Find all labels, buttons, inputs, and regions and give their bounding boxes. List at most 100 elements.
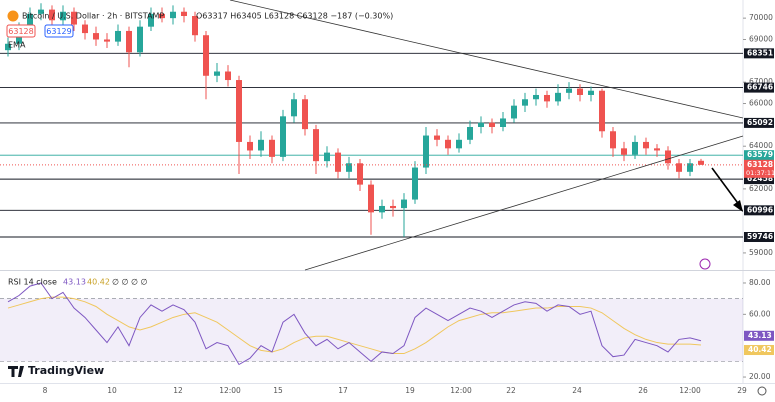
candle-body <box>478 122 484 127</box>
candle-body <box>511 105 517 119</box>
sell-price: 63128 <box>8 27 33 36</box>
trend-line-upper <box>229 0 744 119</box>
candle-body <box>599 90 605 132</box>
candle-body <box>632 141 638 155</box>
y-tick-label: 64000 <box>749 141 773 150</box>
ohlc-legend: O63317 H63405 L63128 C63128 −187 (−0.30%… <box>196 12 393 21</box>
candle-body <box>621 148 627 155</box>
candle-body <box>379 205 385 213</box>
candle-body <box>181 11 187 17</box>
candle-body <box>401 199 407 209</box>
x-tick-label: 24 <box>572 386 582 395</box>
rsi-y-tick-label: 20.00 <box>749 372 771 381</box>
candle-body <box>489 122 495 127</box>
rsi-value-label: 40.42 <box>748 345 772 354</box>
candle-body <box>456 139 462 149</box>
candle-body <box>137 26 143 53</box>
level-label: 60996 <box>747 205 773 214</box>
candle-body <box>291 99 297 117</box>
buy-price: 63129 <box>46 27 71 36</box>
candle-body <box>654 148 660 151</box>
candle-body <box>533 94 539 100</box>
bitcoin-icon <box>7 10 19 22</box>
candle-body <box>49 9 55 21</box>
y-tick-label: 69000 <box>749 34 773 43</box>
x-tick-label: 15 <box>273 386 283 395</box>
rsi-line <box>7 282 702 366</box>
settings-icon[interactable] <box>757 386 767 396</box>
x-tick-label: 12:00 <box>219 386 241 395</box>
level-label: 59746 <box>747 232 773 241</box>
candle-body <box>313 129 319 162</box>
rsi-title: RSI 14 close <box>8 278 57 287</box>
x-tick-label: 12:00 <box>450 386 472 395</box>
candle-body <box>104 39 110 42</box>
x-tick-label: 12:00 <box>679 386 701 395</box>
candle-body <box>159 13 165 19</box>
last-price-tag <box>744 159 774 178</box>
x-tick-label: 10 <box>107 386 117 395</box>
candle-body <box>643 141 649 149</box>
indicator-label: EMA <box>8 41 26 50</box>
candle-body <box>27 13 33 29</box>
last-price-label: 63128 <box>747 160 773 169</box>
candle-body <box>269 139 275 157</box>
candle-body <box>302 99 308 130</box>
event-icon[interactable] <box>699 258 711 270</box>
candle-body <box>170 11 176 19</box>
x-tick-label: 29 <box>737 386 747 395</box>
price-pane <box>0 3 743 238</box>
y-tick-label: 70000 <box>749 13 773 22</box>
x-tick-label: 12 <box>173 386 183 395</box>
countdown: 01:37:11 <box>746 169 775 177</box>
rsi-value-tag <box>744 345 774 356</box>
candle-body <box>214 71 220 76</box>
candle-body <box>126 30 132 53</box>
candle-body <box>236 80 242 142</box>
level-tag <box>744 150 774 161</box>
rsi-value: 43.13 <box>63 278 86 287</box>
candle-body <box>676 163 682 172</box>
rsi-value-tag <box>744 330 774 341</box>
candle-body <box>467 126 473 140</box>
y-tick-label: 59000 <box>749 248 773 257</box>
level-tag <box>744 117 774 128</box>
candle-body <box>390 205 396 209</box>
candle-body <box>445 139 451 149</box>
candle-body <box>148 13 154 27</box>
x-tick-label: 17 <box>338 386 348 395</box>
candle-body <box>38 9 44 14</box>
candle-body <box>225 71 231 81</box>
level-tag <box>744 48 774 59</box>
candle-body <box>544 94 550 102</box>
rsi-pane <box>0 282 743 366</box>
level-label: 66746 <box>747 83 773 92</box>
x-tick-label: 8 <box>43 386 48 395</box>
candle-body <box>412 167 418 200</box>
buy-button[interactable] <box>44 24 74 38</box>
y-tick-label: 62000 <box>749 184 773 193</box>
level-label: 65092 <box>747 118 773 127</box>
candle-body <box>93 33 99 40</box>
candle-body <box>335 152 341 172</box>
candle-body <box>346 163 352 172</box>
sell-button[interactable] <box>6 24 36 38</box>
x-tick-label: 19 <box>405 386 415 395</box>
rsi-y-tick-label: 60.00 <box>749 309 771 318</box>
candle-body <box>434 135 440 140</box>
candle-body <box>71 11 77 25</box>
y-tick-label: 67000 <box>749 77 773 86</box>
trend-line-lower <box>304 135 744 271</box>
candle-body <box>610 131 616 149</box>
candle-body <box>368 184 374 213</box>
rsi-band <box>0 298 743 362</box>
symbol-title: Bitcoin / U.S. Dollar · 2h · BITSTAMP <box>22 12 164 21</box>
x-tick-label: 22 <box>506 386 516 395</box>
x-tick-label: 26 <box>638 386 648 395</box>
axes: 70000 69000 67000 66000 64000 62000 59000 68351… <box>43 13 775 395</box>
rsi-value-label: 43.13 <box>748 331 772 340</box>
candle-body <box>588 90 594 95</box>
candle-body <box>500 118 506 127</box>
level-tag <box>744 82 774 93</box>
